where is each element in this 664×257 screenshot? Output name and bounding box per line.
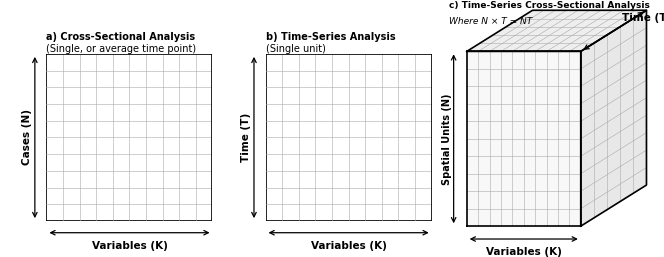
Text: c) Time-Series Cross-Sectional Analysis: c) Time-Series Cross-Sectional Analysis [450, 1, 650, 10]
Polygon shape [581, 10, 647, 226]
Text: Variables (K): Variables (K) [92, 241, 167, 251]
Text: b) Time-Series Analysis: b) Time-Series Analysis [266, 32, 395, 42]
Text: (Single, or average time point): (Single, or average time point) [46, 44, 197, 54]
Polygon shape [467, 51, 581, 226]
Text: Cases (N): Cases (N) [21, 109, 32, 166]
Text: Time (T): Time (T) [622, 13, 664, 23]
Text: (Single unit): (Single unit) [266, 44, 325, 54]
Text: a) Cross-Sectional Analysis: a) Cross-Sectional Analysis [46, 32, 196, 42]
Text: Variables (K): Variables (K) [486, 247, 562, 257]
Text: Variables (K): Variables (K) [311, 241, 386, 251]
Text: Where N × T = NT: Where N × T = NT [450, 17, 533, 26]
Text: Time (T): Time (T) [240, 113, 251, 162]
Text: Spatial Units (N): Spatial Units (N) [442, 93, 452, 185]
Polygon shape [467, 10, 647, 51]
